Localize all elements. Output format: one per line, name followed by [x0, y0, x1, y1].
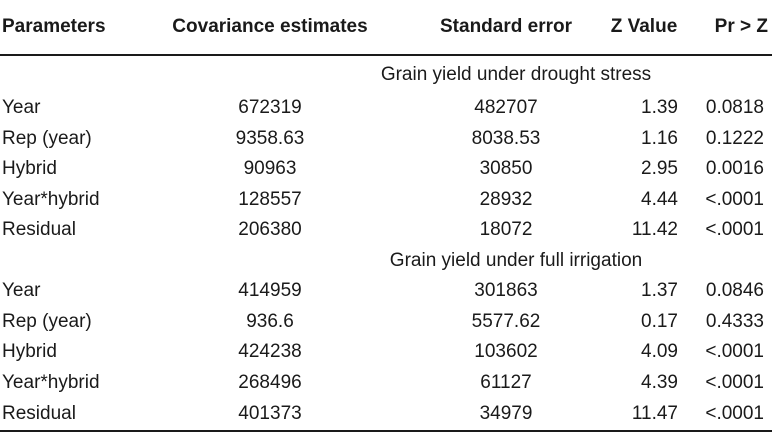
table-row: Year 672319 482707 1.39 0.0818 — [0, 93, 772, 124]
pr-z-cell: 0.1222 — [705, 127, 764, 149]
pr-z-cell: 0.0846 — [705, 280, 764, 302]
standard-error-cell: 28932 — [479, 188, 533, 210]
parameter-cell: Residual — [0, 398, 142, 432]
covariance-estimate-cell: 672319 — [238, 97, 302, 119]
table-row: Hybrid 424238 103602 4.09 <.0001 — [0, 337, 772, 368]
table-body: Grain yield under drought stress Year 6723… — [0, 55, 772, 432]
table-row: Rep (year) 9358.63 8038.53 1.16 0.1222 — [0, 124, 772, 155]
z-value-cell: 1.39 — [641, 97, 678, 119]
z-value-cell: 0.17 — [641, 310, 678, 332]
header-pr-z: Pr > Z — [692, 0, 772, 56]
header-row: Parameters Covariance estimates Standard… — [0, 0, 772, 56]
pr-z-cell: <.0001 — [692, 398, 772, 432]
table-row: Rep (year) 936.6 5577.62 0.17 0.4333 — [0, 307, 772, 338]
z-value-cell: 11.42 — [631, 219, 678, 241]
parameter-cell: Residual — [2, 219, 76, 241]
parameter-cell: Hybrid — [2, 158, 57, 180]
covariance-estimate-cell: 424238 — [238, 341, 302, 363]
header-standard-error: Standard error — [380, 0, 592, 56]
parameter-cell: Hybrid — [2, 341, 57, 363]
z-value-cell: 1.37 — [641, 280, 678, 302]
table-row: Year*hybrid 268496 61127 4.39 <.0001 — [0, 368, 772, 399]
z-value-cell: 1.16 — [641, 127, 678, 149]
z-value-cell: 4.44 — [641, 188, 678, 210]
parameter-cell: Rep (year) — [2, 127, 92, 149]
z-value-cell: 4.09 — [641, 341, 678, 363]
parameter-cell: Year — [2, 280, 41, 302]
table-row: Hybrid 90963 30850 2.95 0.0016 — [0, 154, 772, 185]
z-value-cell: 2.95 — [641, 158, 678, 180]
parameter-cell: Year*hybrid — [2, 371, 100, 393]
table-row: Year*hybrid 128557 28932 4.44 <.0001 — [0, 185, 772, 216]
section-row: Grain yield under full irrigation — [0, 246, 772, 277]
standard-error-cell: 301863 — [474, 280, 538, 302]
standard-error-cell: 103602 — [474, 341, 538, 363]
standard-error-cell: 8038.53 — [471, 127, 541, 149]
covariance-estimate-cell: 128557 — [238, 188, 302, 210]
parameter-cell: Year*hybrid — [2, 188, 100, 210]
covariance-estimate-cell: 401373 — [142, 398, 380, 432]
covariance-estimate-cell: 90963 — [243, 158, 297, 180]
table-row: Residual 206380 18072 11.42 <.0001 — [0, 215, 772, 246]
table-row: Year 414959 301863 1.37 0.0846 — [0, 276, 772, 307]
covariance-estimate-cell: 936.6 — [246, 310, 294, 332]
section-row: Grain yield under drought stress — [0, 55, 772, 93]
standard-error-cell: 61127 — [480, 371, 532, 393]
pr-z-cell: <.0001 — [705, 341, 764, 363]
covariance-estimate-cell: 414959 — [238, 280, 302, 302]
standard-error-cell: 5577.62 — [471, 310, 541, 332]
table-row: Residual 401373 34979 11.47 <.0001 — [0, 398, 772, 432]
covariance-estimate-cell: 206380 — [238, 219, 302, 241]
covariance-estimate-cell: 9358.63 — [235, 127, 305, 149]
pr-z-cell: 0.0818 — [705, 97, 764, 119]
pr-z-cell: 0.0016 — [705, 158, 764, 180]
standard-error-cell: 482707 — [474, 97, 538, 119]
parameter-cell: Year — [2, 97, 41, 119]
header-covariance-estimates: Covariance estimates — [142, 0, 380, 56]
z-value-cell: 11.47 — [592, 398, 692, 432]
covariance-estimate-cell: 268496 — [238, 371, 302, 393]
header-parameters: Parameters — [0, 0, 142, 56]
pr-z-cell: <.0001 — [705, 371, 764, 393]
z-value-cell: 4.39 — [641, 371, 678, 393]
standard-error-cell: 34979 — [380, 398, 592, 432]
parameter-cell: Rep (year) — [2, 310, 92, 332]
pr-z-cell: 0.4333 — [705, 310, 764, 332]
pr-z-cell: <.0001 — [705, 219, 764, 241]
standard-error-cell: 30850 — [479, 158, 533, 180]
header-z-value: Z Value — [592, 0, 692, 56]
section-title: Grain yield under full irrigation — [389, 249, 643, 271]
section-title: Grain yield under drought stress — [380, 63, 652, 85]
standard-error-cell: 18072 — [479, 219, 533, 241]
pr-z-cell: <.0001 — [705, 188, 764, 210]
